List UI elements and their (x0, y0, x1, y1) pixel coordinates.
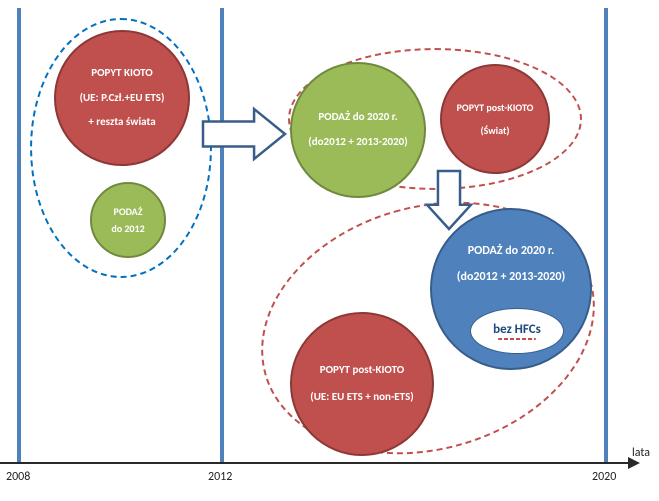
circle-line: POPYT post-KIOTO (314, 362, 410, 379)
tick-2020: 2020 (592, 470, 616, 484)
circle-line: (Świat) (474, 123, 515, 139)
podaz-2020-top: PODAŻ do 2020 r. (do2012 + 2013-2020) (290, 62, 426, 198)
circle-line: POPYT KIOTO (85, 65, 158, 82)
axis-label-lata: lata (632, 446, 650, 460)
bez-hfcs: bez HFCs (470, 308, 564, 354)
tick-2012: 2012 (208, 470, 232, 484)
circle-line: PODAŻ do 2020 r. (462, 243, 561, 261)
circle-line: (do2012 + 2013-2020) (302, 134, 413, 151)
vline-2020 (604, 8, 608, 462)
circle-line: (do2012 + 2013-2020) (451, 269, 571, 287)
popyt-post-kioto-ue: POPYT post-KIOTO (UE: EU ETS + non-ETS) (290, 312, 434, 456)
circle-line: (UE: P.Czł.+EU ETS) (74, 90, 171, 107)
popyt-post-kioto-swiat: POPYT post-KIOTO (Świat) (440, 64, 550, 174)
circle-line: PODAŻ do 2020 r. (312, 109, 403, 126)
tick-2008: 2008 (6, 470, 30, 484)
arrow-down (426, 170, 472, 230)
squiggle-icon (498, 338, 536, 340)
vline-2012 (220, 8, 224, 462)
circle-line: + reszta świata (82, 114, 161, 131)
circle-line: (UE: EU ETS + non-ETS) (304, 389, 419, 406)
podaz-2012: PODAŻ do 2012 (90, 182, 166, 258)
circle-line: do 2012 (105, 221, 150, 237)
circle-line: POPYT post-KIOTO (451, 100, 540, 116)
arrow-left-to-right (202, 108, 286, 160)
circle-line: PODAŻ (108, 204, 149, 220)
axis-horizontal (0, 462, 628, 464)
popyt-kioto: POPYT KIOTO (UE: P.Czł.+EU ETS) + reszta… (54, 30, 190, 166)
vline-2008 (17, 8, 21, 462)
bez-hfcs-label: bez HFCs (493, 322, 541, 337)
